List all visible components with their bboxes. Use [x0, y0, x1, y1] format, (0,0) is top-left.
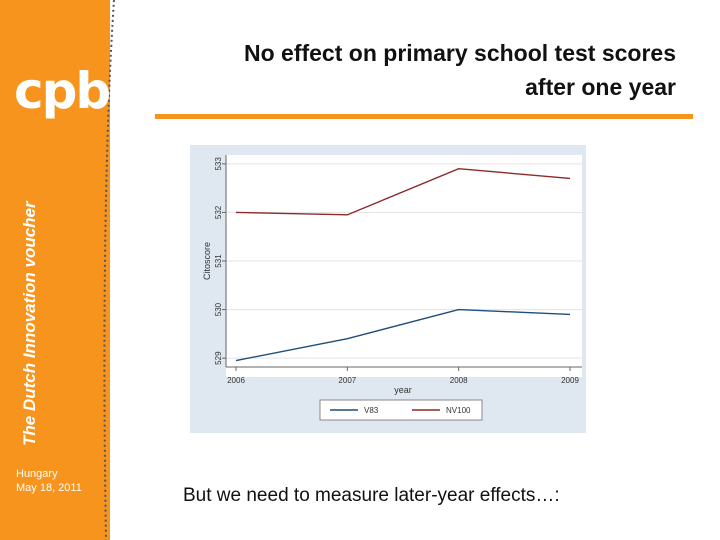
sidebar-curve-decoration [88, 0, 115, 540]
event-date: May 18, 2011 [16, 482, 82, 494]
legend-label: V83 [364, 406, 379, 415]
chart-container: 529 530 531 532 533 2006 2007 2008 2009 Citosco… [190, 145, 586, 433]
y-tick-label: 529 [214, 351, 223, 365]
vertical-section-title: The Dutch Innovation voucher [20, 201, 39, 446]
cpb-logo: cpb [14, 62, 111, 120]
slide-title: No effect on primary school test scores … [150, 36, 676, 104]
slide-title-line2: after one year [525, 74, 676, 100]
x-axis-label: year [394, 385, 412, 395]
slide-title-line1: No effect on primary school test scores [243, 40, 676, 66]
x-tick-label: 2009 [561, 376, 579, 385]
series-line-nv100 [235, 168, 571, 216]
x-tick-label: 2007 [338, 376, 356, 385]
line-chart: 529 530 531 532 533 2006 2007 2008 2009 Citosco… [202, 155, 582, 421]
y-axis-label: Citoscore [202, 242, 212, 280]
y-tick-label: 531 [214, 254, 223, 268]
event-location: Hungary [16, 468, 58, 480]
x-tick-label: 2008 [450, 376, 468, 385]
title-rule [155, 114, 693, 119]
series-line-v83 [235, 308, 571, 362]
y-tick-label: 530 [214, 302, 223, 316]
footer-text: But we need to measure later-year effect… [183, 485, 560, 506]
legend-label: NV100 [446, 406, 471, 415]
y-tick-label: 533 [214, 157, 223, 171]
plot-area [226, 155, 582, 377]
y-tick-label: 532 [214, 205, 223, 219]
x-tick-label: 2006 [227, 376, 245, 385]
legend-box [319, 399, 483, 421]
event-info: Hungary May 18, 2011 [16, 467, 82, 495]
